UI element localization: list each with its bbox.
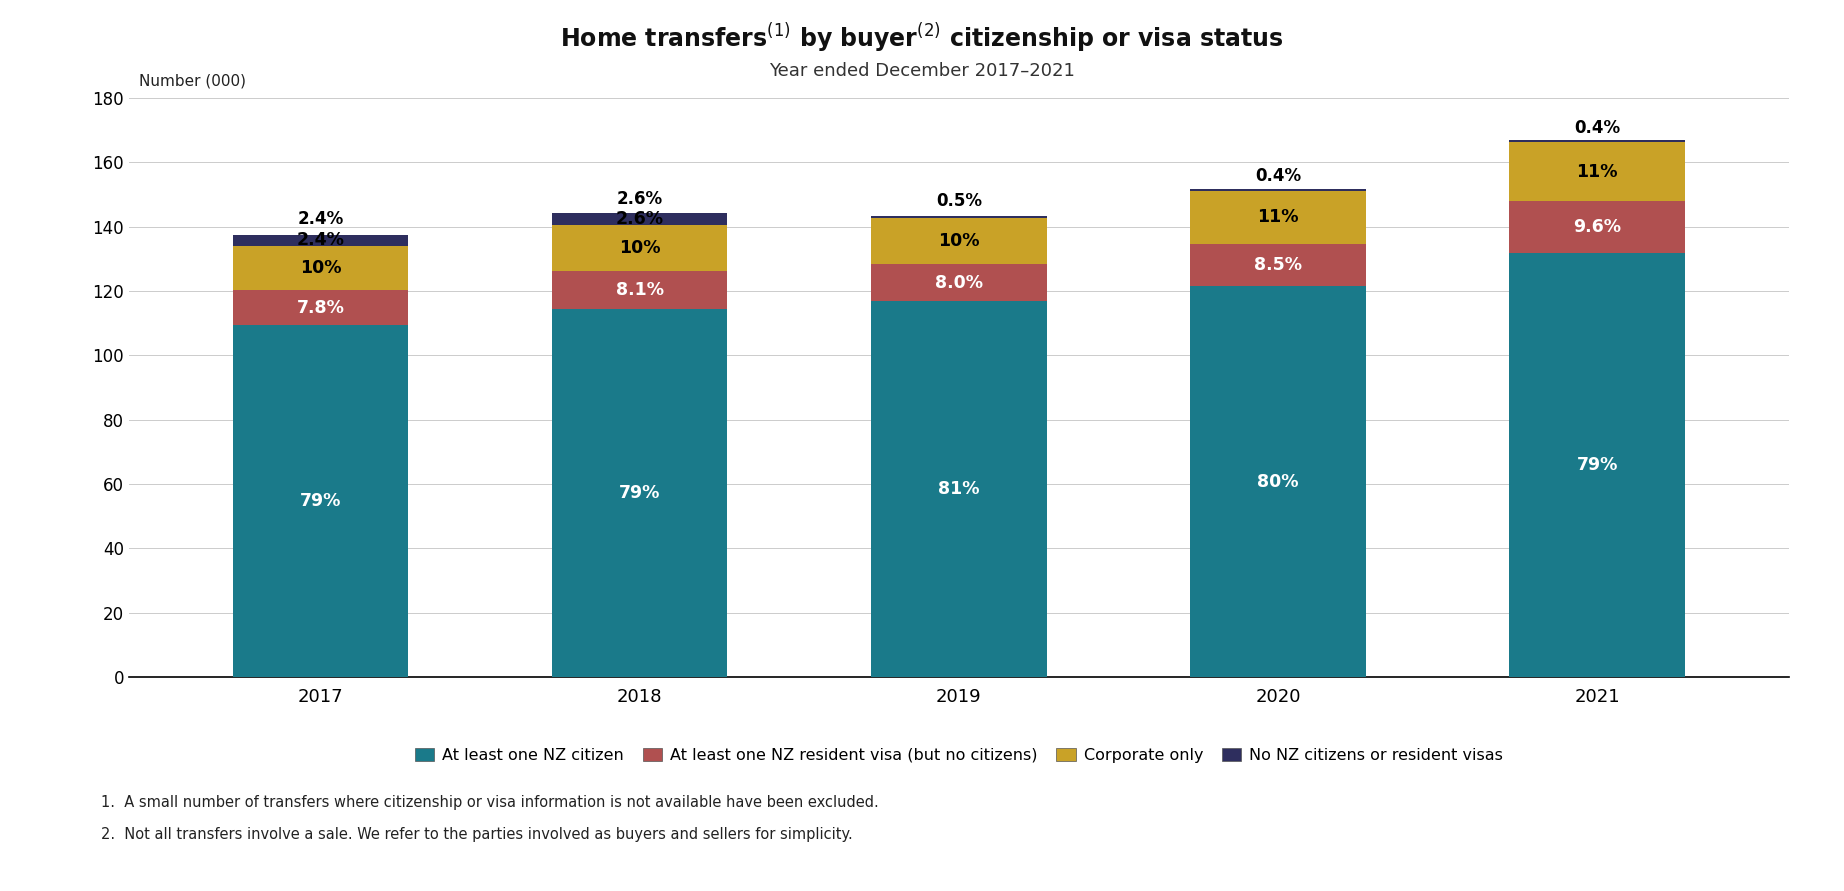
Bar [232, 246, 408, 290]
Text: 11%: 11% [1577, 162, 1617, 181]
Text: Home transfers$^{(1)}$ by buyer$^{(2)}$ citizenship or visa status: Home transfers$^{(1)}$ by buyer$^{(2)}$ … [561, 21, 1283, 55]
Text: 8.1%: 8.1% [616, 282, 664, 299]
Bar [1189, 286, 1366, 677]
Bar [551, 225, 728, 272]
Text: 80%: 80% [1258, 472, 1298, 491]
Text: Number (000): Number (000) [138, 73, 245, 88]
Text: 10%: 10% [939, 232, 979, 250]
Bar [870, 301, 1047, 677]
Text: 8.0%: 8.0% [935, 274, 983, 291]
Text: 79%: 79% [620, 484, 660, 503]
Text: 11%: 11% [1258, 208, 1298, 226]
Text: 2.6%: 2.6% [616, 209, 664, 228]
Text: 2.4%: 2.4% [297, 232, 345, 249]
Bar [232, 290, 408, 325]
Text: 0.5%: 0.5% [937, 192, 981, 210]
Text: 81%: 81% [939, 480, 979, 498]
Text: 2.  Not all transfers involve a sale. We refer to the parties involved as buyers: 2. Not all transfers involve a sale. We … [101, 827, 854, 842]
Text: 79%: 79% [301, 492, 341, 511]
Text: 8.5%: 8.5% [1254, 256, 1302, 274]
Bar [870, 265, 1047, 301]
Bar [1510, 201, 1685, 253]
Text: 0.4%: 0.4% [1256, 167, 1302, 185]
Bar [1189, 191, 1366, 244]
Bar [551, 213, 728, 225]
Bar [870, 217, 1047, 265]
Bar [1510, 253, 1685, 677]
Bar [1189, 189, 1366, 191]
Bar [551, 272, 728, 309]
Text: 0.4%: 0.4% [1575, 119, 1621, 136]
Bar [1510, 142, 1685, 201]
Text: 2.6%: 2.6% [616, 190, 662, 208]
Text: 10%: 10% [301, 259, 341, 277]
Bar [1510, 140, 1685, 142]
Text: 1.  A small number of transfers where citizenship or visa information is not ava: 1. A small number of transfers where cit… [101, 795, 880, 810]
Bar [232, 325, 408, 677]
Text: 7.8%: 7.8% [297, 298, 345, 316]
Bar [1189, 244, 1366, 286]
Legend: At least one NZ citizen, At least one NZ resident visa (but no citizens), Corpor: At least one NZ citizen, At least one NZ… [409, 743, 1508, 768]
Text: 10%: 10% [620, 239, 660, 257]
Bar [232, 235, 408, 246]
Text: Year ended December 2017–2021: Year ended December 2017–2021 [769, 62, 1075, 80]
Text: 9.6%: 9.6% [1573, 218, 1621, 236]
Bar [551, 309, 728, 677]
Text: 79%: 79% [1577, 456, 1617, 474]
Bar [870, 216, 1047, 217]
Text: 2.4%: 2.4% [297, 210, 343, 228]
